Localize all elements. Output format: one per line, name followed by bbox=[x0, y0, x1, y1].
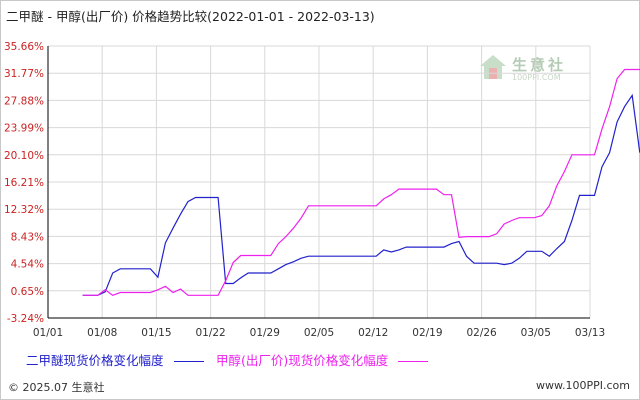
legend-swatch-series1 bbox=[173, 361, 204, 362]
x-tick-label: 03/13 bbox=[575, 327, 605, 339]
x-tick-label: 01/15 bbox=[141, 327, 171, 339]
chart-title: 二甲醚 - 甲醇(出厂价) 价格趋势比较(2022-01-01 - 2022-0… bbox=[6, 9, 375, 24]
y-tick-label: 4.54% bbox=[11, 259, 44, 271]
logo-text: 生意社 bbox=[512, 56, 567, 74]
x-tick-label: 01/22 bbox=[195, 327, 225, 339]
footer-site: www.100PPI.com bbox=[536, 379, 630, 392]
y-tick-label: 23.99% bbox=[4, 123, 44, 135]
y-tick-label: 27.88% bbox=[4, 95, 44, 107]
y-tick-label: 20.10% bbox=[4, 150, 44, 162]
x-tick-label: 01/29 bbox=[250, 327, 280, 339]
x-tick-label: 02/05 bbox=[304, 327, 334, 339]
legend-label-series1: 二甲醚现货价格变化幅度 bbox=[26, 353, 164, 368]
x-tick-label: 01/01 bbox=[33, 327, 63, 339]
series-line-1 bbox=[82, 93, 640, 296]
x-tick-label: 03/05 bbox=[521, 327, 551, 339]
legend-swatch-series2 bbox=[398, 361, 429, 362]
y-tick-label: 31.77% bbox=[4, 68, 44, 80]
x-tick-label: 02/19 bbox=[412, 327, 442, 339]
y-tick-label: 12.32% bbox=[4, 204, 44, 216]
y-tick-label: 35.66% bbox=[4, 41, 44, 53]
y-tick-label: 0.65% bbox=[11, 286, 44, 298]
legend-label-series2: 甲醇(出厂价)现货价格变化幅度 bbox=[216, 353, 389, 368]
x-tick-label: 02/12 bbox=[358, 327, 388, 339]
legend-item-series1: 二甲醚现货价格变化幅度 bbox=[26, 350, 204, 369]
y-tick-label: -3.24% bbox=[7, 313, 44, 325]
x-tick-label: 01/08 bbox=[87, 327, 117, 339]
footer-copyright: © 2025.07 生意社 bbox=[8, 381, 105, 394]
y-tick-label: 16.21% bbox=[4, 177, 44, 189]
series-line-2 bbox=[82, 68, 640, 296]
x-tick-label: 02/26 bbox=[466, 327, 497, 339]
y-tick-label: 8.43% bbox=[11, 231, 44, 243]
legend-item-series2: 甲醇(出厂价)现货价格变化幅度 bbox=[216, 350, 429, 369]
logo-subtext: 100PPI.COM bbox=[512, 73, 561, 82]
